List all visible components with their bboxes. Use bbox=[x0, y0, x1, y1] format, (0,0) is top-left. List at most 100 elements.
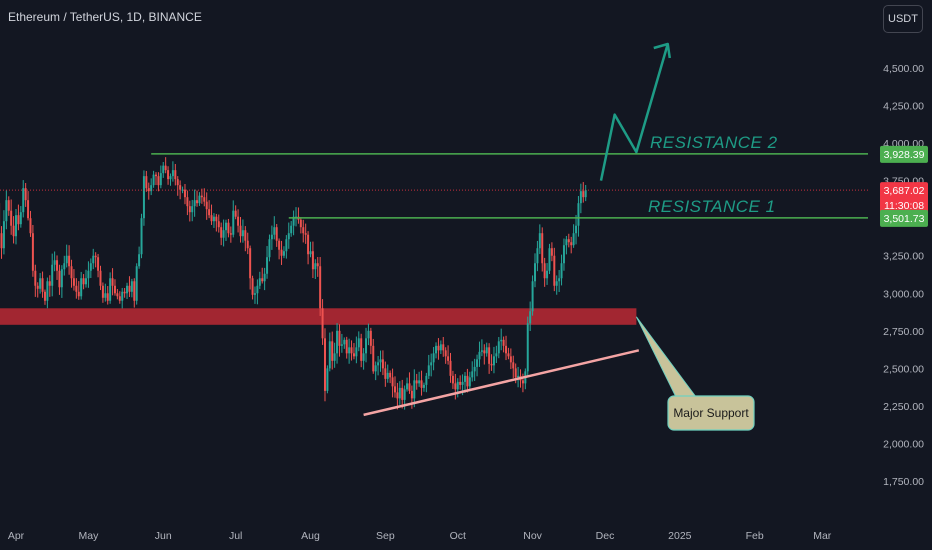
candle-body bbox=[152, 174, 155, 186]
candle-body bbox=[174, 170, 177, 180]
x-tick-label: Mar bbox=[813, 530, 832, 542]
resistance-1-price-badge: 3,501.73 bbox=[880, 209, 928, 227]
major-support-callout[interactable] bbox=[667, 395, 755, 431]
candle-body bbox=[495, 353, 498, 357]
candle-body bbox=[357, 338, 360, 348]
candle-body bbox=[181, 189, 184, 191]
candle-body bbox=[546, 270, 549, 279]
candle-body bbox=[24, 188, 27, 201]
resistance-1-price-badge-text: 3,501.73 bbox=[884, 213, 925, 225]
candle-body bbox=[476, 359, 479, 367]
candle-body bbox=[116, 293, 119, 297]
candle-body bbox=[483, 350, 486, 354]
candle-body bbox=[70, 266, 73, 279]
candle-body bbox=[533, 263, 536, 282]
candle-body bbox=[128, 285, 131, 292]
x-tick-label: Apr bbox=[8, 530, 25, 542]
projection-arrow[interactable] bbox=[599, 43, 669, 181]
candle-body bbox=[193, 200, 196, 207]
candle-body bbox=[85, 278, 88, 285]
candle-body bbox=[478, 351, 481, 360]
candles bbox=[0, 157, 587, 410]
candle-body bbox=[562, 245, 565, 264]
candle-body bbox=[63, 263, 66, 270]
candle-body bbox=[261, 278, 264, 282]
candle-body bbox=[285, 239, 288, 252]
candle-body bbox=[123, 291, 126, 294]
candle-body bbox=[167, 170, 170, 180]
price-axis[interactable]: 4,500.004,250.004,000.003,750.003,250.00… bbox=[883, 63, 924, 488]
candle-body bbox=[169, 176, 172, 180]
candle-body bbox=[425, 375, 428, 385]
support-trendline[interactable] bbox=[363, 349, 640, 417]
candle-body bbox=[541, 233, 544, 264]
current-price-badge-text: 3,687.02 bbox=[884, 185, 925, 197]
candle-body bbox=[575, 225, 578, 234]
candle-body bbox=[437, 345, 440, 351]
candle-body bbox=[319, 266, 322, 309]
candle-body bbox=[529, 311, 532, 324]
y-tick-label: 4,500.00 bbox=[883, 63, 924, 75]
x-tick-label: Oct bbox=[450, 530, 466, 542]
candle-body bbox=[401, 387, 404, 400]
candle-body bbox=[316, 263, 319, 267]
candle-body bbox=[97, 257, 100, 271]
candle-body bbox=[348, 347, 351, 354]
candle-body bbox=[396, 392, 399, 399]
candle-body bbox=[517, 375, 520, 378]
support-zone bbox=[0, 308, 637, 325]
candle-body bbox=[147, 188, 150, 192]
candle-body bbox=[333, 353, 336, 361]
candle-body bbox=[268, 239, 271, 258]
candle-body bbox=[36, 285, 39, 289]
candle-body bbox=[420, 380, 423, 388]
candle-body bbox=[304, 233, 307, 235]
candle-body bbox=[179, 185, 182, 190]
candle-body bbox=[58, 270, 61, 288]
candle-body bbox=[5, 200, 8, 222]
candle-body bbox=[19, 212, 22, 225]
currency-button[interactable]: USDT bbox=[883, 5, 923, 33]
candle-body bbox=[82, 278, 85, 285]
candle-body bbox=[548, 248, 551, 271]
candle-body bbox=[203, 197, 206, 202]
candle-body bbox=[101, 285, 104, 298]
candle-body bbox=[415, 380, 418, 384]
candle-body bbox=[186, 197, 189, 207]
candle-body bbox=[403, 389, 406, 400]
candle-body bbox=[188, 206, 191, 213]
candle-body bbox=[217, 221, 220, 228]
candle-body bbox=[41, 278, 44, 292]
candle-body bbox=[46, 281, 49, 301]
candle-body bbox=[17, 215, 20, 225]
candle-body bbox=[75, 285, 78, 292]
candle-body bbox=[435, 345, 438, 354]
candle-body bbox=[505, 345, 508, 354]
candle-body bbox=[263, 273, 266, 282]
candle-body bbox=[12, 225, 15, 237]
candle-body bbox=[89, 263, 92, 271]
candle-body bbox=[253, 293, 256, 295]
candle-body bbox=[196, 200, 199, 204]
candle-body bbox=[270, 234, 273, 240]
time-axis[interactable]: Apr May Jun Jul Aug Sep Oct Nov Dec 2025 Feb Mar bbox=[8, 530, 832, 542]
candle-body bbox=[239, 225, 242, 237]
candle-body bbox=[502, 339, 505, 346]
candle-body bbox=[531, 281, 534, 312]
candle-body bbox=[471, 371, 474, 378]
candle-body bbox=[135, 266, 138, 301]
candle-body bbox=[222, 230, 225, 238]
candle-body bbox=[550, 248, 553, 256]
candle-body bbox=[372, 345, 375, 372]
candle-body bbox=[444, 350, 447, 357]
candle-body bbox=[275, 227, 278, 241]
candle-body bbox=[459, 381, 462, 385]
candle-body bbox=[171, 170, 174, 177]
candle-body bbox=[439, 344, 442, 351]
candle-body bbox=[142, 176, 145, 219]
candle-body bbox=[352, 353, 355, 357]
candle-body bbox=[374, 365, 377, 372]
candle-body bbox=[0, 233, 3, 249]
